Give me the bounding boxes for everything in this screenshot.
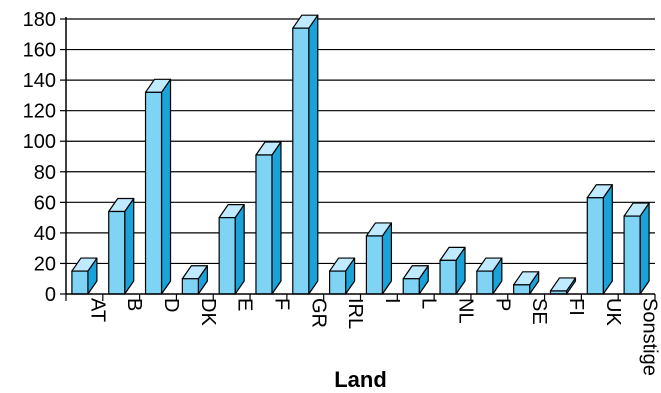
bar-I [365, 222, 393, 295]
bar-front [218, 217, 236, 295]
bar-E [218, 204, 245, 295]
x-tick-label: D [160, 298, 182, 312]
bar-front [181, 278, 199, 295]
bar-front [513, 284, 531, 295]
bar-P [476, 257, 503, 295]
bar-front [255, 154, 273, 295]
x-tick-label: NL [455, 298, 477, 324]
x-tick-label: E [234, 298, 256, 311]
bar-UK [586, 184, 613, 295]
bar-front [144, 91, 163, 295]
bar-side [271, 141, 282, 295]
bar-front [328, 270, 347, 295]
x-tick-label: GR [307, 298, 329, 328]
x-tick-label: L [418, 298, 440, 309]
bar-front [71, 270, 89, 295]
bar-side [308, 14, 319, 295]
y-axis-ticks: 0 20 40 60 80 100 120 140 160 180 [23, 9, 66, 306]
bar-side [124, 197, 135, 295]
y-tick-label: 20 [34, 253, 56, 275]
x-tick-label: B [123, 298, 145, 311]
bar-front [292, 27, 310, 295]
bar-AT [71, 257, 98, 295]
x-tick-label: SE [528, 298, 550, 325]
bar-FI [549, 277, 577, 295]
x-tick-label: DK [197, 298, 219, 326]
x-tick-label: Sonstige [639, 298, 661, 376]
bar-front [108, 210, 126, 295]
bar-NL [439, 246, 466, 295]
x-tick-label: UK [602, 298, 624, 326]
bar-front [439, 259, 457, 295]
bar-front [623, 215, 641, 295]
x-tick-label: FI [565, 298, 587, 316]
bar-B [108, 197, 135, 295]
bar-Sonstige [623, 202, 650, 295]
bar-front [402, 278, 420, 295]
bar-DK [181, 265, 208, 295]
bar-front [586, 197, 604, 295]
y-tick-label: 100 [23, 131, 56, 153]
y-tick-label: 0 [45, 284, 56, 306]
x-tick-label: F [270, 298, 292, 310]
bar-F [255, 141, 282, 295]
bar-GR [292, 14, 319, 295]
y-tick-label: 180 [23, 9, 56, 31]
bar-side [602, 184, 613, 295]
bar-front [476, 270, 494, 295]
y-tick-label: 60 [34, 192, 56, 214]
bars [71, 14, 650, 295]
x-tick-label: P [491, 298, 513, 311]
y-tick-label: 120 [23, 101, 56, 123]
x-axis-categories: AT B D DK E F GR IRL I L NL P SE FI UK Sonstige [86, 298, 660, 376]
y-tick-label: 160 [23, 40, 56, 62]
y-tick-label: 40 [34, 223, 56, 245]
bar-D [144, 78, 172, 295]
bar-side [160, 78, 172, 295]
x-axis-label: Land [334, 367, 387, 392]
bar-front [365, 235, 384, 295]
bar-SE [513, 271, 540, 295]
y-tick-label: 140 [23, 70, 56, 92]
x-tick-label: AT [86, 298, 108, 322]
bar-L [402, 265, 429, 295]
bar-side [234, 204, 245, 295]
y-tick-label: 80 [34, 162, 56, 184]
axes [65, 17, 656, 301]
x-tick-label: I [381, 298, 403, 304]
bar-side [639, 202, 650, 295]
x-tick-label: IRL [344, 298, 366, 329]
